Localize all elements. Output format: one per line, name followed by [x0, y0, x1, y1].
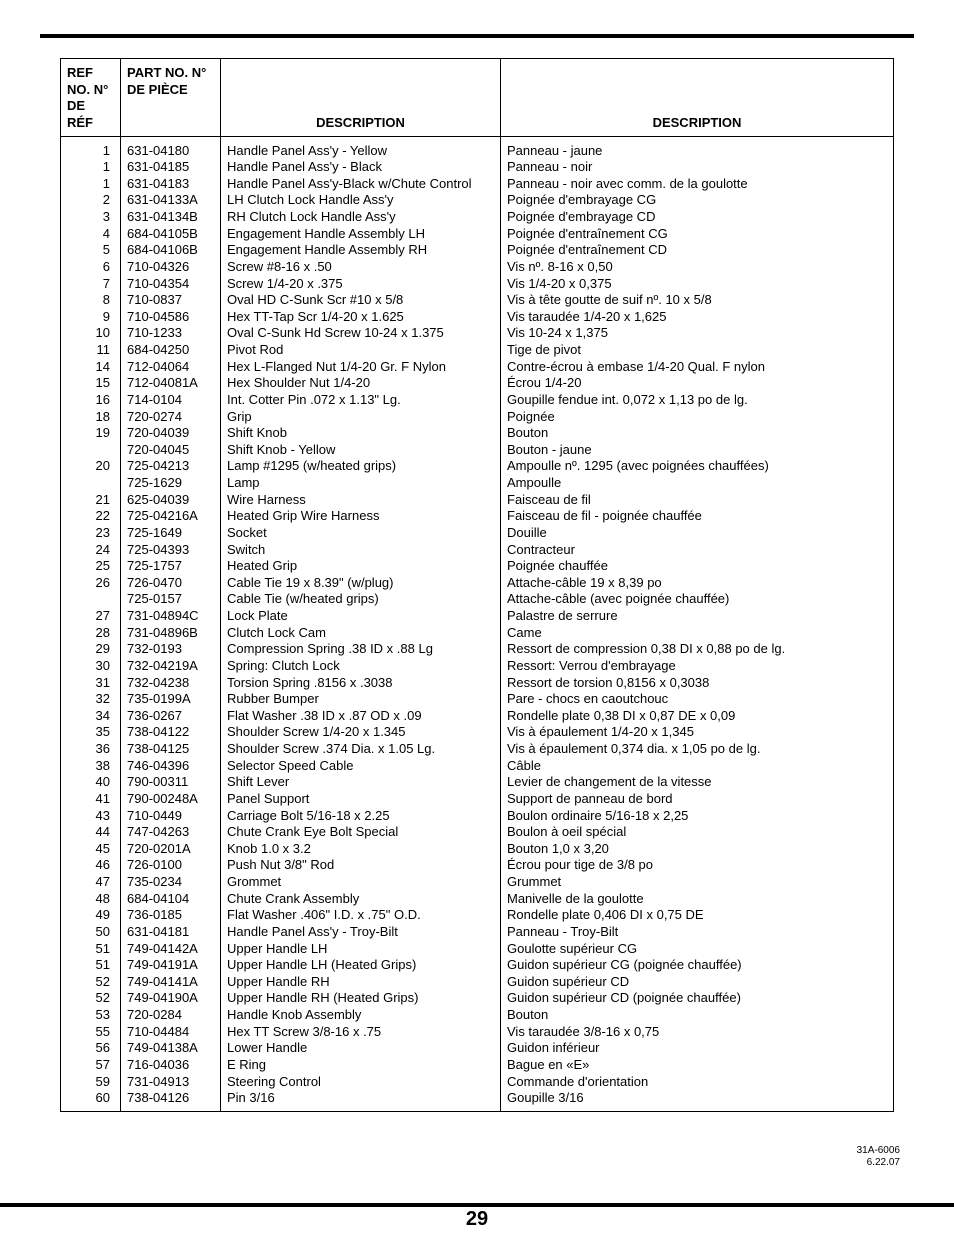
docid-line2: 6.22.07: [867, 1157, 900, 1168]
table-header-row: REF NO. N° DE RÉF PART NO. N° DE PIÈCE D…: [61, 59, 894, 137]
col-part: 631-04180 631-04185 631-04183 631-04133A…: [121, 136, 221, 1111]
table-body-row: 1 1 1 2 3 4 5 6 7 8 9 10 11 14 15 16 18 …: [61, 136, 894, 1111]
col-desc-fr: Panneau - jaune Panneau - noir Panneau -…: [501, 136, 894, 1111]
top-rule: [40, 34, 914, 38]
parts-table-container: REF NO. N° DE RÉF PART NO. N° DE PIÈCE D…: [60, 58, 894, 1112]
header-part: PART NO. N° DE PIÈCE: [121, 59, 221, 137]
col-desc-en: Handle Panel Ass'y - Yellow Handle Panel…: [221, 136, 501, 1111]
page-number: 29: [0, 1208, 954, 1231]
header-ref: REF NO. N° DE RÉF: [61, 59, 121, 137]
header-desc-fr: DESCRIPTION: [501, 59, 894, 137]
header-desc-en: DESCRIPTION: [221, 59, 501, 137]
bottom-rule: [0, 1203, 954, 1207]
docid-line1: 31A-6006: [857, 1145, 900, 1156]
parts-table: REF NO. N° DE RÉF PART NO. N° DE PIÈCE D…: [60, 58, 894, 1112]
document-id: 31A-6006 6.22.07: [857, 1145, 900, 1169]
col-ref: 1 1 1 2 3 4 5 6 7 8 9 10 11 14 15 16 18 …: [61, 136, 121, 1111]
